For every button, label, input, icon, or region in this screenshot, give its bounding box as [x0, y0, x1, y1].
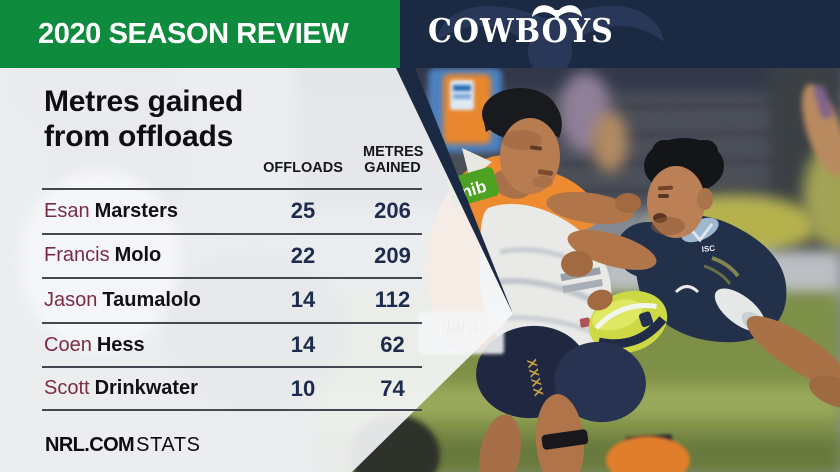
table-row: Francis Molo 22 209: [42, 232, 422, 278]
nrl-com-logo-text: NRL.COM: [45, 434, 135, 456]
bull-horns-icon: [532, 5, 582, 20]
chart-title-line2: from offloads: [44, 120, 234, 153]
trainer-figure: [428, 68, 502, 152]
cowboys-player: ISC: [561, 138, 840, 409]
metres-value: 209: [374, 242, 411, 268]
metres-value: 206: [374, 198, 411, 224]
stats-logo-text: STATS: [136, 434, 201, 456]
cowboys-horns-badge: [674, 285, 700, 294]
player-first-name: Coen: [44, 333, 92, 356]
offloads-value: 25: [290, 198, 316, 224]
player-last-name: Drinkwater: [94, 377, 198, 400]
table-row: Coen Hess 14 62: [42, 321, 422, 367]
offloads-value: 14: [290, 332, 316, 358]
table-row: Jason Taumalolo 14 112: [42, 277, 422, 322]
cowboys-wordmark: COWBOYS: [428, 13, 614, 51]
offloads-value: 22: [290, 242, 316, 268]
banner-title: 2020 SEASON REVIEW: [38, 17, 349, 50]
player-last-name: Marsters: [94, 199, 178, 222]
player-first-name: Esan: [44, 199, 90, 222]
offloads-value: 14: [290, 287, 316, 313]
steer-watermark-icon: [435, 5, 665, 68]
team-header: COWBOYS: [400, 0, 840, 68]
nrl-stats-logo: NRL.COM STATS: [45, 434, 201, 457]
chart-title-line1: Metres gained: [44, 85, 244, 118]
stats-content: Metres gained from offloads OFFLOADS MET…: [0, 68, 430, 472]
table-row: Esan Marsters 25 206: [42, 188, 422, 233]
player-last-name: Molo: [114, 244, 162, 267]
player-first-name: Francis: [44, 244, 110, 267]
player-first-name: Scott: [44, 377, 90, 400]
player-last-name: Hess: [96, 333, 145, 356]
column-headers: OFFLOADS METRES GAINED: [42, 144, 424, 181]
column-header-offloads: OFFLOADS: [263, 160, 343, 176]
stats-table: Esan Marsters 25 206 Francis Molo 22 209 J…: [42, 188, 422, 411]
column-header-metres-line1: METRES: [363, 144, 424, 160]
player-last-name: Taumalolo: [102, 288, 201, 311]
column-header-metres-line2: GAINED: [364, 160, 421, 176]
chart-title: Metres gained from offloads: [44, 84, 243, 154]
season-review-banner: 2020 SEASON REVIEW: [0, 0, 400, 68]
metres-value: 74: [380, 375, 405, 401]
table-row: Scott Drinkwater 10 74: [42, 366, 422, 411]
isc-sponsor-text: ISC: [701, 244, 715, 254]
offloads-value: 10: [290, 375, 316, 401]
metres-value: 62: [380, 332, 405, 358]
player-first-name: Jason: [44, 288, 98, 311]
metres-value: 112: [374, 287, 411, 313]
column-header-metres: METRES GAINED: [363, 144, 424, 181]
player-shorts-legs: XXXX: [476, 325, 690, 472]
background-arm: [802, 84, 840, 176]
